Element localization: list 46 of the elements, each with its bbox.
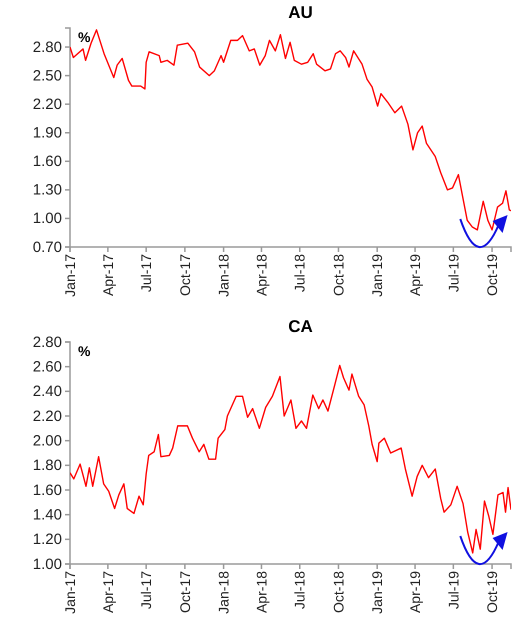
x-tick-label: Apr-19 — [406, 570, 423, 614]
y-tick-label: 1.00 — [32, 556, 62, 573]
y-tick-label: 1.20 — [32, 531, 62, 548]
y-tick-label: 2.80 — [32, 334, 62, 351]
x-tick-label: Jan-17 — [62, 570, 78, 614]
chart-title: CA — [288, 317, 313, 336]
x-tick-label: Jan-18 — [215, 254, 232, 297]
x-tick-label: Jan-17 — [62, 254, 78, 297]
x-tick-label: Oct-17 — [176, 254, 193, 296]
y-tick-label: 1.00 — [32, 210, 62, 228]
x-tick-label: Apr-17 — [100, 254, 116, 296]
x-tick-label: Oct-19 — [484, 570, 500, 614]
x-tick-label: Oct-19 — [484, 254, 500, 296]
y-tick-label: 2.50 — [32, 67, 62, 84]
x-tick-label: Jul-17 — [138, 254, 154, 292]
x-tick-label: Jan-18 — [215, 570, 232, 614]
x-tick-label: Jul-17 — [138, 570, 154, 610]
x-tick-label: Jul-18 — [292, 254, 308, 292]
x-tick-label: Jan-19 — [369, 570, 386, 614]
x-tick-label: Jan-19 — [369, 254, 386, 297]
y-tick-label: 2.80 — [32, 38, 62, 56]
y-axis-title: % — [78, 343, 91, 359]
x-tick-label: Jul-18 — [292, 570, 308, 610]
x-tick-label: Oct-18 — [330, 254, 346, 296]
x-tick-label: Apr-19 — [406, 254, 423, 296]
y-axis-title: % — [78, 29, 91, 45]
x-tick-label: Apr-18 — [253, 570, 270, 614]
x-tick-label: Jul-19 — [445, 254, 462, 292]
y-tick-label: 1.90 — [32, 124, 62, 142]
y-tick-label: 0.70 — [32, 238, 62, 256]
x-tick-label: Oct-18 — [330, 570, 346, 614]
y-tick-label: 2.20 — [32, 408, 62, 425]
x-tick-label: Apr-17 — [100, 570, 116, 614]
y-tick-label: 1.60 — [32, 482, 62, 499]
y-tick-label: 2.60 — [32, 358, 62, 376]
y-tick-label: 1.80 — [32, 457, 62, 474]
y-tick-label: 1.30 — [32, 182, 62, 199]
chart-title: AU — [288, 3, 313, 22]
y-tick-label: 2.40 — [32, 383, 62, 400]
x-tick-label: Oct-17 — [176, 570, 193, 614]
y-tick-label: 1.60 — [32, 153, 62, 170]
x-tick-label: Jul-19 — [445, 570, 462, 610]
y-tick-label: 1.40 — [32, 506, 62, 524]
x-tick-label: Apr-18 — [253, 254, 270, 296]
y-tick-label: 2.00 — [32, 432, 62, 450]
y-tick-label: 2.20 — [32, 96, 62, 113]
